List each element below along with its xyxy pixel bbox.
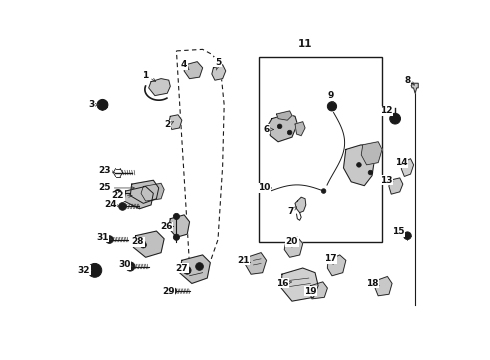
Polygon shape xyxy=(245,253,267,274)
Circle shape xyxy=(91,266,98,274)
Circle shape xyxy=(140,242,147,248)
Polygon shape xyxy=(169,115,182,130)
Polygon shape xyxy=(411,83,418,93)
Circle shape xyxy=(97,99,108,110)
Text: 8: 8 xyxy=(404,76,415,85)
Polygon shape xyxy=(361,142,382,165)
Circle shape xyxy=(93,269,97,272)
Circle shape xyxy=(357,163,361,167)
Text: 23: 23 xyxy=(98,166,114,175)
Polygon shape xyxy=(327,255,346,276)
Polygon shape xyxy=(343,145,374,186)
Polygon shape xyxy=(269,114,297,142)
Text: 3: 3 xyxy=(89,100,98,109)
Polygon shape xyxy=(141,183,164,201)
Text: 4: 4 xyxy=(181,60,189,69)
Text: 9: 9 xyxy=(327,91,334,103)
Text: 27: 27 xyxy=(175,264,188,273)
Polygon shape xyxy=(184,62,203,78)
Text: 31: 31 xyxy=(96,233,112,242)
Circle shape xyxy=(119,203,126,210)
Circle shape xyxy=(183,266,191,274)
Polygon shape xyxy=(212,65,226,80)
Text: 13: 13 xyxy=(380,176,393,185)
Polygon shape xyxy=(130,180,159,203)
Polygon shape xyxy=(389,178,403,194)
Polygon shape xyxy=(375,276,392,296)
Circle shape xyxy=(287,130,292,135)
Circle shape xyxy=(321,189,326,193)
Text: 6: 6 xyxy=(264,125,273,134)
Text: 18: 18 xyxy=(366,279,379,288)
Polygon shape xyxy=(295,197,306,213)
Text: 14: 14 xyxy=(395,158,408,167)
Circle shape xyxy=(114,189,122,197)
Polygon shape xyxy=(284,237,303,257)
Text: 32: 32 xyxy=(78,266,91,275)
Text: 16: 16 xyxy=(276,279,292,288)
Text: 5: 5 xyxy=(215,58,221,70)
Text: 15: 15 xyxy=(392,228,405,237)
Polygon shape xyxy=(276,111,292,120)
Circle shape xyxy=(173,234,179,240)
Circle shape xyxy=(169,287,176,295)
Circle shape xyxy=(125,262,135,271)
Polygon shape xyxy=(295,122,305,136)
Polygon shape xyxy=(124,186,153,209)
Text: 21: 21 xyxy=(237,256,250,265)
Text: 26: 26 xyxy=(160,222,173,231)
Circle shape xyxy=(327,102,337,111)
Text: 1: 1 xyxy=(143,71,156,81)
Circle shape xyxy=(277,124,282,129)
Text: 30: 30 xyxy=(118,260,133,269)
Text: 22: 22 xyxy=(112,191,132,200)
Text: 10: 10 xyxy=(258,184,271,193)
Circle shape xyxy=(99,102,106,108)
Text: 29: 29 xyxy=(162,287,176,296)
Text: 12: 12 xyxy=(380,107,393,116)
Polygon shape xyxy=(401,159,414,176)
Text: 2: 2 xyxy=(164,120,173,129)
Text: 17: 17 xyxy=(324,254,337,264)
Circle shape xyxy=(106,236,113,243)
Polygon shape xyxy=(281,268,318,301)
Circle shape xyxy=(392,116,398,122)
Polygon shape xyxy=(179,255,210,283)
Circle shape xyxy=(368,170,373,175)
Circle shape xyxy=(128,264,132,269)
Circle shape xyxy=(330,105,334,108)
Text: 7: 7 xyxy=(287,207,297,216)
Polygon shape xyxy=(149,78,171,95)
Text: 28: 28 xyxy=(132,237,145,246)
Circle shape xyxy=(406,234,409,237)
Text: 11: 11 xyxy=(298,39,312,49)
Circle shape xyxy=(390,113,400,124)
Text: 19: 19 xyxy=(304,287,317,296)
Text: 25: 25 xyxy=(98,184,134,193)
Circle shape xyxy=(404,232,411,239)
Polygon shape xyxy=(169,215,190,237)
Circle shape xyxy=(173,213,179,220)
Text: 20: 20 xyxy=(286,237,298,247)
Circle shape xyxy=(88,264,102,277)
Circle shape xyxy=(196,263,203,270)
Text: 24: 24 xyxy=(104,201,120,210)
Polygon shape xyxy=(309,282,327,299)
Polygon shape xyxy=(133,231,164,257)
Bar xyxy=(259,57,382,242)
